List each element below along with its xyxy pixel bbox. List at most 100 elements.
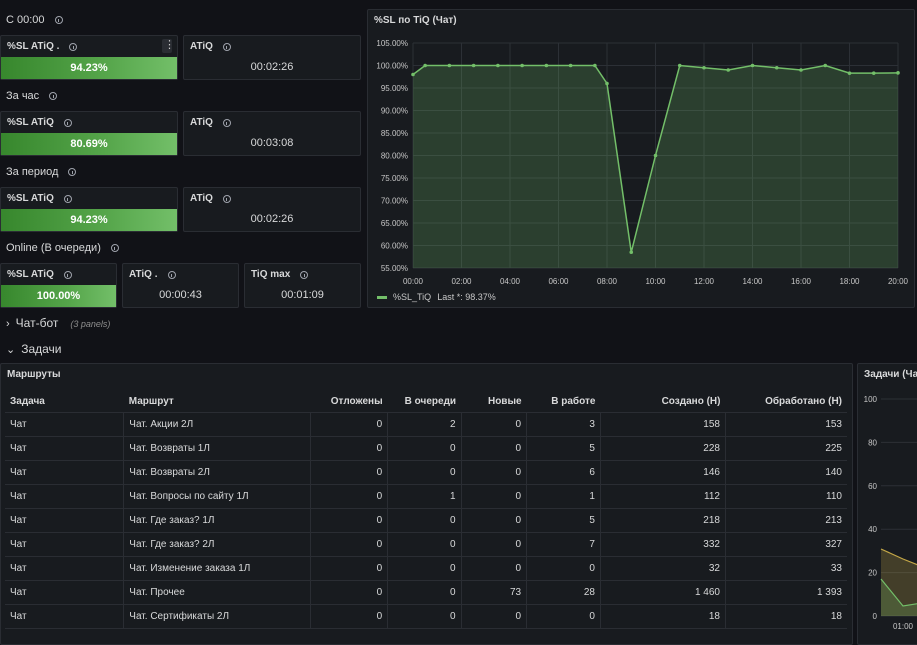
- table-cell: Чат: [5, 412, 125, 437]
- table-cell: 158: [600, 412, 726, 437]
- y-tick-label: 80: [868, 438, 877, 447]
- data-point[interactable]: [702, 65, 706, 70]
- data-point[interactable]: [653, 153, 658, 158]
- info-icon[interactable]: [167, 270, 176, 279]
- table-row[interactable]: Чат Чат. Сертификаты 2Л 0 0 0 0 18 18: [5, 604, 847, 629]
- sl-atiq-panel-last-hour[interactable]: %SL ATiQ 80.69%: [0, 111, 178, 156]
- atiq-panel-period[interactable]: ATiQ 00:02:26: [183, 187, 361, 232]
- table-row[interactable]: Чат Чат. Прочее 0 0 73 28 1 460 1 393: [5, 580, 847, 605]
- data-point[interactable]: [774, 65, 779, 70]
- data-point[interactable]: [823, 63, 828, 68]
- info-icon[interactable]: [222, 118, 231, 127]
- atiq-value: 00:02:26: [250, 61, 294, 73]
- data-point[interactable]: [471, 63, 476, 68]
- y-tick-label: 65.00%: [381, 219, 408, 228]
- table-row[interactable]: Чат Чат. Возвраты 2Л 0 0 0 6 146 140: [5, 460, 847, 485]
- data-point[interactable]: [847, 71, 852, 75]
- table-row[interactable]: Чат Чат. Изменение заказа 1Л 0 0 0 0 32 33: [5, 556, 847, 581]
- sl-atiq-panel-period[interactable]: %SL ATiQ 94.23%: [0, 187, 178, 232]
- chart-legend[interactable]: %SL_TiQ Last *: 98.37%: [377, 292, 496, 302]
- info-icon[interactable]: [110, 244, 119, 252]
- table-cell: 1: [387, 484, 462, 509]
- column-header[interactable]: Новые: [461, 390, 527, 413]
- atiq-panel-since-midnight[interactable]: ATiQ 00:02:26: [183, 35, 361, 80]
- section-title-online: Online (В очереди): [6, 242, 119, 254]
- tiq-max-value: 00:01:09: [281, 289, 324, 301]
- tasks-chart-panel[interactable]: Задачи (Чат 100 80 60 40 20 0 01:00: [857, 363, 917, 645]
- data-point[interactable]: [496, 63, 500, 68]
- data-point[interactable]: [750, 63, 755, 68]
- info-icon[interactable]: [63, 270, 72, 279]
- info-icon[interactable]: [69, 42, 78, 51]
- tiq-max-panel-online[interactable]: TiQ max 00:01:09: [244, 263, 361, 308]
- row-chat-bot[interactable]: › Чат-бот (3 panels): [6, 316, 110, 330]
- data-point[interactable]: [629, 250, 634, 255]
- section-title-since-midnight: С 00:00: [6, 14, 63, 26]
- data-point[interactable]: [447, 63, 452, 68]
- data-point[interactable]: [799, 68, 803, 72]
- section-title-period: За период: [6, 166, 77, 178]
- column-header[interactable]: В очереди: [387, 390, 462, 413]
- y-tick-label: 55.00%: [381, 264, 408, 273]
- info-icon[interactable]: [63, 194, 72, 203]
- data-point[interactable]: [411, 72, 415, 77]
- table-row[interactable]: Чат Чат. Акции 2Л 0 2 0 3 158 153: [5, 412, 847, 437]
- data-point[interactable]: [726, 68, 731, 72]
- x-tick-label: 01:00: [893, 622, 914, 631]
- table-cell: Чат: [5, 484, 125, 509]
- data-point[interactable]: [896, 71, 900, 75]
- table-row[interactable]: Чат Чат. Где заказ? 2Л 0 0 0 7 332 327: [5, 532, 847, 557]
- data-point[interactable]: [593, 63, 597, 68]
- table-cell: Чат. Прочее: [123, 580, 312, 605]
- column-header[interactable]: Отложены: [310, 390, 388, 413]
- table-cell: 0: [310, 460, 389, 485]
- table-cell: 0: [310, 484, 389, 509]
- y-tick-label: 90.00%: [381, 107, 408, 116]
- table-row[interactable]: Чат Чат. Вопросы по сайту 1Л 0 1 0 1 112 110: [5, 484, 847, 509]
- info-icon[interactable]: [222, 42, 231, 51]
- sl-value-bar: 80.69%: [1, 133, 177, 155]
- chevron-right-icon: ›: [6, 318, 10, 330]
- atiq-panel-online[interactable]: ATiQ . 00:00:43: [122, 263, 239, 308]
- info-icon[interactable]: [222, 194, 231, 203]
- data-point[interactable]: [423, 63, 427, 68]
- table-cell: Чат. Возвраты 2Л: [123, 460, 312, 485]
- x-tick-label: 14:00: [742, 277, 763, 286]
- column-header[interactable]: Маршрут: [123, 390, 311, 413]
- info-icon[interactable]: [54, 16, 63, 24]
- atiq-panel-last-hour[interactable]: ATiQ 00:03:08: [183, 111, 361, 156]
- sl-tiq-chart-panel[interactable]: %SL по TiQ (Чат) 105.00% 100.00% 95.00% 90.…: [367, 9, 915, 308]
- data-point[interactable]: [568, 63, 573, 68]
- column-header[interactable]: Обработано (Н): [725, 390, 847, 413]
- table-cell: 3: [526, 412, 601, 437]
- data-point[interactable]: [871, 71, 876, 75]
- column-header[interactable]: В работе: [526, 390, 601, 413]
- data-point[interactable]: [520, 63, 524, 68]
- info-icon[interactable]: [63, 118, 72, 127]
- y-tick-label: 95.00%: [381, 84, 408, 93]
- row-tasks[interactable]: ⌄ Задачи: [6, 342, 62, 356]
- chart-title: %SL по TiQ (Чат): [374, 15, 457, 26]
- table-cell: 0: [387, 436, 462, 461]
- table-cell: 0: [461, 460, 528, 485]
- table-cell: 0: [461, 436, 528, 461]
- info-icon[interactable]: [300, 270, 309, 279]
- table-cell: 327: [725, 532, 847, 557]
- tasks-chart: 100 80 60 40 20 0 01:00: [864, 395, 917, 631]
- panel-menu-icon[interactable]: [162, 38, 175, 53]
- data-point[interactable]: [677, 63, 682, 68]
- x-tick-label: 08:00: [597, 277, 618, 286]
- data-point[interactable]: [605, 81, 609, 86]
- info-icon[interactable]: [68, 168, 77, 176]
- sl-atiq-panel-since-midnight[interactable]: %SL ATiQ . 94.23%: [0, 35, 178, 80]
- routes-table: Задача Маршрут Отложены В очереди Новые В раб…: [5, 390, 847, 629]
- data-point[interactable]: [544, 63, 549, 68]
- table-row[interactable]: Чат Чат. Возвраты 1Л 0 0 0 5 228 225: [5, 436, 847, 461]
- table-cell: 2: [387, 412, 462, 437]
- sl-atiq-panel-online[interactable]: %SL ATiQ 100.00%: [0, 263, 117, 308]
- table-row[interactable]: Чат Чат. Где заказ? 1Л 0 0 0 5 218 213: [5, 508, 847, 533]
- info-icon[interactable]: [49, 92, 58, 100]
- column-header[interactable]: Задача: [5, 390, 124, 413]
- table-cell: 0: [461, 412, 528, 437]
- column-header[interactable]: Создано (Н): [600, 390, 726, 413]
